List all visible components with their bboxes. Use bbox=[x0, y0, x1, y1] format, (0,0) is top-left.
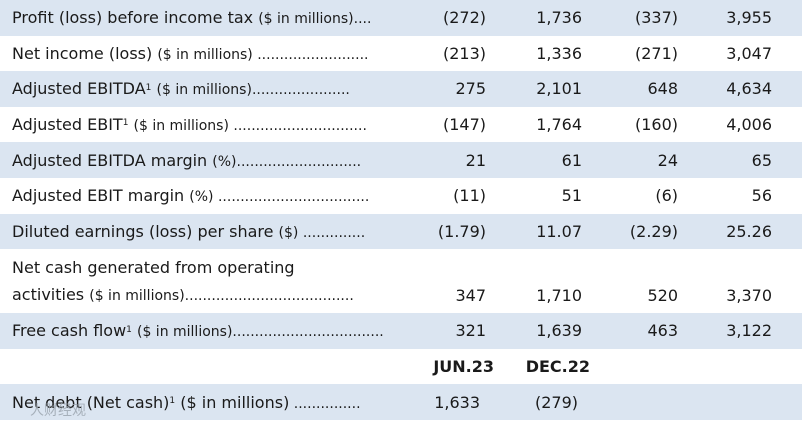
row-label: Adjusted EBIT margin (%) ...............… bbox=[12, 186, 370, 206]
footnote-marker: 1 bbox=[145, 82, 152, 93]
value-cell: 51 bbox=[561, 186, 582, 206]
value-cell: 4,006 bbox=[726, 115, 772, 135]
value-cell: 11.07 bbox=[494, 213, 606, 250]
value-cell: 3,370 bbox=[726, 286, 772, 306]
value-cell: 1,336 bbox=[536, 43, 582, 63]
value-cell: 1,764 bbox=[536, 115, 582, 135]
value-cell: (337) bbox=[606, 0, 688, 36]
value-cell: 347 bbox=[455, 286, 486, 306]
column-header-jun23: JUN.23 bbox=[433, 357, 494, 377]
table-row-diluted-eps: Diluted earnings (loss) per share ($) ..… bbox=[0, 213, 802, 250]
table-row-adjusted-ebit: Adjusted EBIT1 ($ in millions) .........… bbox=[0, 107, 802, 143]
value-cell: (6) bbox=[655, 186, 678, 206]
row-label: Adjusted EBIT1 ($ in millions) .........… bbox=[12, 115, 367, 135]
value-cell: 3,955 bbox=[688, 0, 802, 36]
value-cell: 56 bbox=[751, 186, 772, 206]
column-header-dec22: DEC.22 bbox=[525, 357, 590, 377]
value-cell: 275 bbox=[402, 71, 494, 107]
value-cell: 4,634 bbox=[688, 71, 802, 107]
row-label: Profit (loss) before income tax ($ in mi… bbox=[0, 0, 402, 36]
row-label: Free cash flow1 ($ in millions).........… bbox=[0, 313, 402, 349]
table-row-free-cash-flow: Free cash flow1 ($ in millions).........… bbox=[0, 313, 802, 349]
value-cell: (147) bbox=[442, 115, 486, 135]
row-label: Net income (loss) ($ in millions) ......… bbox=[12, 43, 369, 63]
watermark: 人财经观 bbox=[30, 402, 86, 419]
table-row-operating-cash: Net cash generated from operating activit… bbox=[0, 249, 802, 313]
value-cell: 24 bbox=[606, 142, 688, 178]
value-cell: 25.26 bbox=[688, 213, 802, 250]
value-cell: (272) bbox=[402, 0, 494, 36]
balance-header-row: JUN.23 DEC.22 bbox=[0, 349, 802, 385]
value-cell: (11) bbox=[453, 186, 486, 206]
table-row-profit-before-tax: Profit (loss) before income tax ($ in mi… bbox=[0, 0, 802, 36]
value-cell: 648 bbox=[606, 71, 688, 107]
value-cell: 520 bbox=[647, 286, 678, 306]
value-cell: 3,047 bbox=[726, 43, 772, 63]
value-cell: (213) bbox=[442, 43, 486, 63]
table-row-ebit-margin: Adjusted EBIT margin (%) ...............… bbox=[0, 178, 802, 214]
value-cell: 61 bbox=[494, 142, 606, 178]
value-cell: 1,736 bbox=[494, 0, 606, 36]
table-row-ebitda-margin: Adjusted EBITDA margin (%)..............… bbox=[0, 142, 802, 178]
value-cell: (2.29) bbox=[606, 213, 688, 250]
footnote-marker: 1 bbox=[126, 324, 132, 335]
value-cell: (160) bbox=[634, 115, 678, 135]
table-row-adjusted-ebitda: Adjusted EBITDA1 ($ in millions)........… bbox=[0, 71, 802, 107]
value-cell: 1,639 bbox=[494, 313, 606, 349]
value-cell: (1.79) bbox=[402, 213, 494, 250]
value-cell: 1,710 bbox=[536, 286, 582, 306]
footnote-marker: 1 bbox=[122, 118, 129, 129]
value-cell: (279) bbox=[494, 384, 606, 420]
value-cell: 2,101 bbox=[494, 71, 606, 107]
row-label: Adjusted EBITDA margin (%)..............… bbox=[0, 142, 402, 178]
table-row-net-income: Net income (loss) ($ in millions) ......… bbox=[0, 36, 802, 72]
row-label: Net debt (Net cash)1 ($ in millions) ...… bbox=[0, 384, 402, 420]
table-row-net-debt: Net debt (Net cash)1 ($ in millions) ...… bbox=[0, 384, 802, 420]
row-label: Net cash generated from operating activit… bbox=[12, 258, 354, 305]
value-cell: 3,122 bbox=[688, 313, 802, 349]
value-cell: 463 bbox=[606, 313, 688, 349]
footnote-marker: 1 bbox=[169, 395, 176, 406]
value-cell: 21 bbox=[402, 142, 494, 178]
value-cell: 1,633 bbox=[402, 384, 494, 420]
row-label: Diluted earnings (loss) per share ($) ..… bbox=[0, 213, 402, 250]
value-cell: 321 bbox=[402, 313, 494, 349]
value-cell: 65 bbox=[688, 142, 802, 178]
row-label: Adjusted EBITDA1 ($ in millions)........… bbox=[0, 71, 402, 107]
value-cell: (271) bbox=[634, 43, 678, 63]
